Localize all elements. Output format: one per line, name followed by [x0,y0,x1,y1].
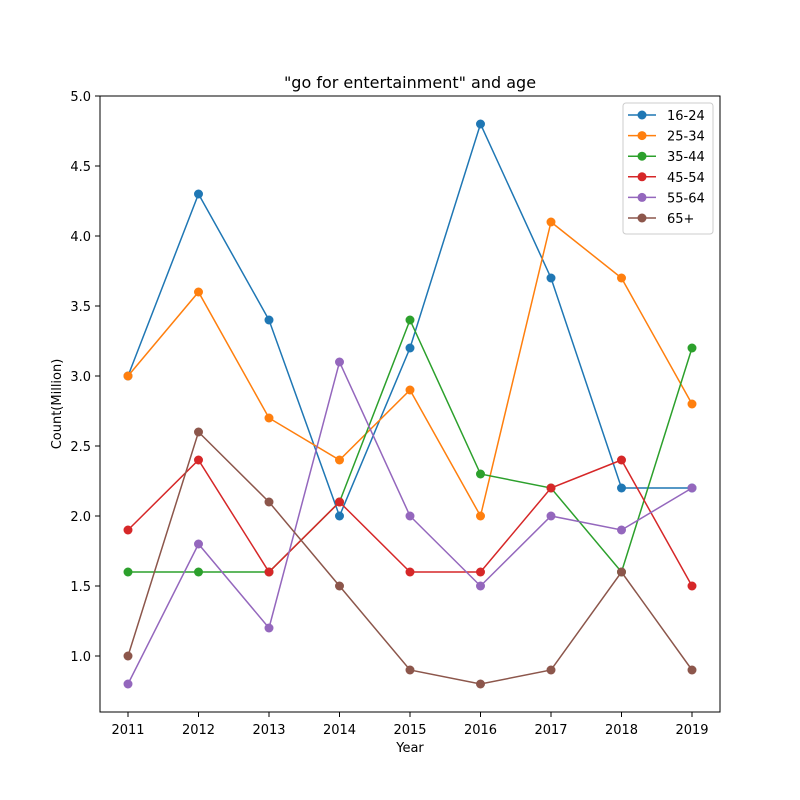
legend-marker [637,172,647,182]
data-point [405,567,415,577]
data-point [405,315,415,325]
data-point [123,371,133,381]
data-point [194,287,203,297]
y-tick-label: 2.0 [70,510,91,525]
data-point [617,273,626,283]
data-point [264,413,274,423]
data-point [687,399,697,409]
data-point [405,343,415,353]
data-point [687,343,697,353]
data-point [476,581,485,591]
legend-marker [637,213,647,223]
data-point [123,679,133,689]
data-point [617,455,626,465]
data-point [617,483,626,493]
x-tick-label: 2013 [252,723,285,738]
x-tick-label: 2017 [534,723,567,738]
legend-marker [637,151,647,161]
data-point [123,651,133,661]
data-point [405,665,415,675]
y-tick-label: 5.0 [70,90,91,105]
data-point [335,511,344,521]
y-axis-label: Count(Million) [50,359,65,450]
data-point [335,455,344,465]
legend: 16-24 25-34 35-44 45-54 55-64 65+ [622,102,714,235]
data-point [687,665,697,675]
series-65+ [123,427,697,689]
data-point [194,539,203,549]
data-point [123,525,133,535]
data-point [476,567,485,577]
data-point [194,567,203,577]
data-point [264,623,274,633]
legend-marker [637,131,647,141]
data-point [194,455,203,465]
legend-item: 35-44 [628,150,705,165]
legend-item: 65+ [628,212,694,227]
x-tick-label: 2019 [675,723,708,738]
x-axis-label: Year [395,741,424,756]
legend-item: 16-24 [628,109,705,124]
data-point [123,567,133,577]
legend-item: 55-64 [628,191,705,206]
legend-label: 35-44 [667,150,705,165]
data-point [194,189,203,199]
legend-label: 16-24 [667,109,705,124]
x-tick-label: 2014 [323,723,356,738]
data-point [546,217,556,227]
plot-frame [99,95,721,713]
data-point [546,273,556,283]
data-point [617,525,626,535]
y-tick-label: 3.0 [70,370,91,385]
legend-label: 65+ [667,212,694,227]
data-point [405,511,415,521]
series-45-54 [123,455,697,591]
legend-label: 45-54 [667,171,705,186]
x-tick-label: 2011 [111,723,144,738]
data-point [335,497,344,507]
legend-item: 25-34 [628,130,705,145]
legend-marker [637,192,647,202]
data-point [476,679,485,689]
data-point [476,469,485,479]
data-point [687,483,697,493]
data-point [194,427,203,437]
y-tick-label: 4.0 [70,230,91,245]
series-55-64 [123,357,697,689]
legend-label: 55-64 [667,191,705,206]
data-point [617,567,626,577]
y-tick-label: 4.5 [70,160,91,175]
data-point [476,119,485,129]
x-tick-label: 2012 [182,723,215,738]
x-tick-label: 2015 [393,723,426,738]
data-point [264,567,274,577]
data-point [476,511,485,521]
x-tick-label: 2016 [464,723,497,738]
data-point [264,315,274,325]
data-point [335,357,344,367]
y-tick-label: 1.5 [70,580,91,595]
chart-title: "go for entertainment" and age [284,73,536,92]
legend-marker [637,110,647,120]
y-tick-label: 2.5 [70,440,91,455]
data-point [405,385,415,395]
data-point [335,581,344,591]
series-25-34 [123,217,697,521]
legend-label: 25-34 [667,130,705,145]
y-tick-label: 1.0 [70,650,91,665]
y-tick-label: 3.5 [70,300,91,315]
data-point [546,665,556,675]
data-point [264,497,274,507]
data-point [546,483,556,493]
legend-item: 45-54 [628,171,705,186]
data-point [687,581,697,591]
data-point [546,511,556,521]
x-tick-label: 2018 [605,723,638,738]
